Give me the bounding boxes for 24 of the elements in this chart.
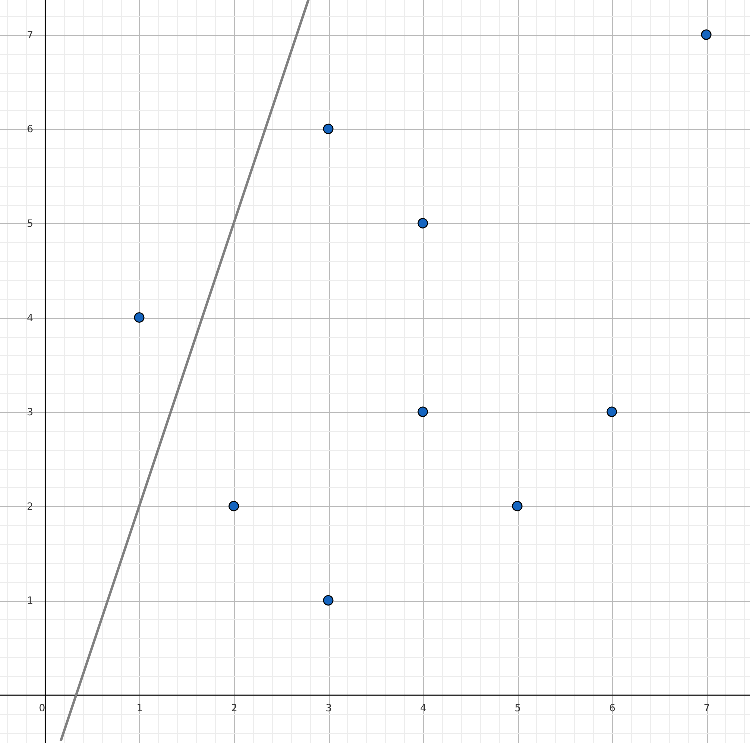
y-tick-label: 1	[27, 596, 34, 608]
x-tick-label: 0	[39, 703, 46, 714]
y-tick-label: 2	[27, 502, 34, 513]
point	[418, 406, 428, 418]
x-tick-label: 1	[136, 703, 144, 714]
y-tick-label: 5	[27, 218, 34, 230]
point	[512, 501, 523, 512]
x-tick-label: 7	[704, 703, 710, 714]
x-tick-label: 2	[231, 703, 238, 714]
y-tick-label: 4	[27, 313, 34, 324]
point	[323, 595, 334, 606]
point	[418, 218, 428, 229]
x-tick-label: 5	[514, 703, 522, 714]
x-tick-label: 6	[609, 703, 616, 714]
x-tick-label: 4	[420, 703, 427, 714]
point	[228, 501, 240, 512]
point	[606, 406, 618, 418]
point	[701, 30, 712, 40]
y-tick-label: 3	[27, 408, 34, 419]
x-tick-label: 3	[326, 703, 332, 714]
y-tick-label: 7	[27, 30, 34, 42]
y-tick-label: 6	[27, 124, 34, 136]
point	[323, 124, 334, 134]
point	[134, 312, 145, 323]
